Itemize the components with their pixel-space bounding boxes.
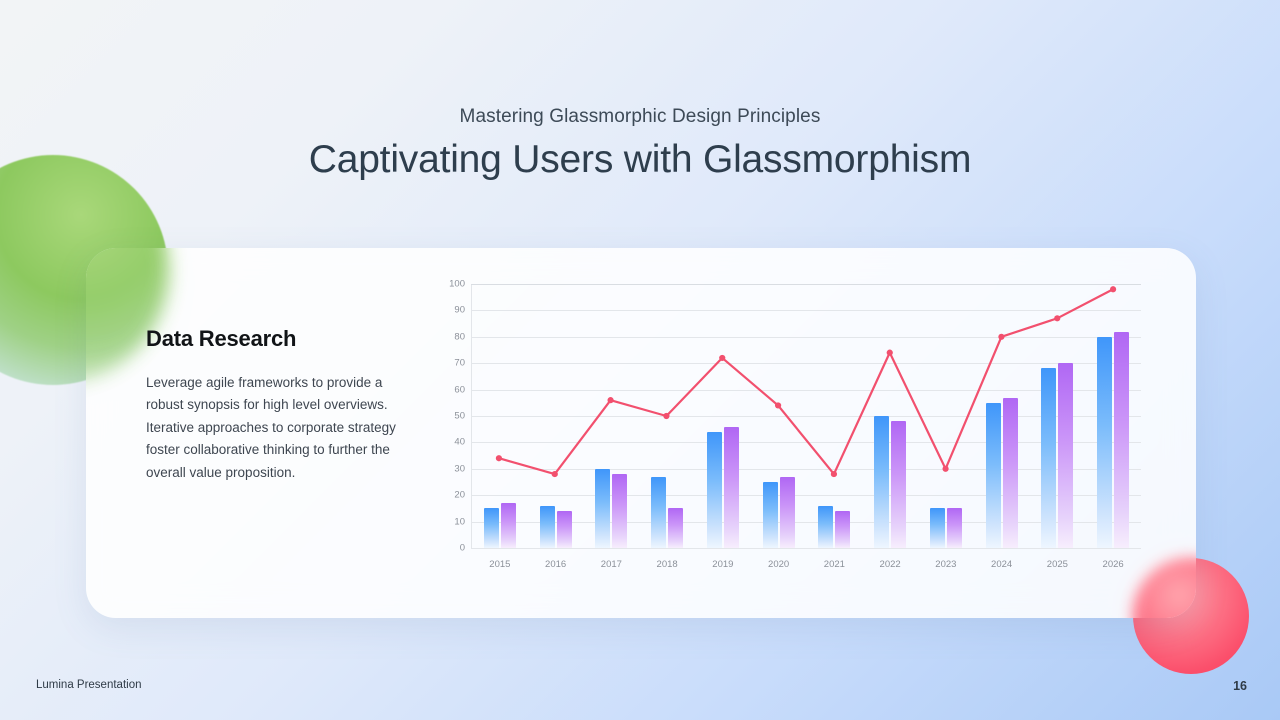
- bar: [779, 476, 795, 548]
- x-tick-label: 2018: [656, 559, 678, 570]
- y-tick-label: 60: [454, 384, 465, 396]
- bar: [723, 426, 739, 548]
- x-tick-label: 2019: [712, 559, 734, 570]
- bar: [595, 468, 611, 548]
- y-tick-label: 30: [454, 463, 465, 475]
- bar: [483, 508, 499, 548]
- footer-brand: Lumina Presentation: [36, 679, 142, 691]
- bar: [706, 431, 722, 548]
- x-tick-label: 2015: [489, 559, 511, 570]
- bar-group: [974, 284, 1030, 548]
- slide-kicker: Mastering Glassmorphic Design Principles: [459, 106, 821, 127]
- y-tick-label: 20: [454, 489, 465, 501]
- bar: [668, 508, 684, 548]
- bar: [946, 508, 962, 548]
- bar: [651, 476, 667, 548]
- combo-chart: 100 90 80 70 60 50 40 30 20 10 0 2015 2016 2017 2018 2…: [441, 279, 1141, 576]
- y-tick-label: 40: [454, 436, 465, 448]
- bar: [874, 416, 890, 548]
- bar-group: [1030, 284, 1086, 548]
- y-tick-label: 90: [454, 304, 465, 316]
- x-tick-label: 2017: [600, 559, 622, 570]
- x-axis-tick-labels: 2015 2016 2017 2018 2019 2020 2021 2022 2023 2024…: [472, 550, 1141, 576]
- bar-group: [528, 284, 584, 548]
- bar-group: [1085, 284, 1141, 548]
- bar: [985, 402, 1001, 548]
- gridline: [471, 389, 1141, 391]
- bar: [1097, 336, 1113, 548]
- y-tick-label: 10: [454, 516, 465, 528]
- bar: [556, 511, 572, 548]
- x-tick-label: 2021: [823, 559, 845, 570]
- x-tick-label: 2023: [935, 559, 957, 570]
- bar: [1114, 331, 1130, 548]
- bar: [1002, 397, 1018, 548]
- gridline: [471, 416, 1141, 417]
- bar: [1041, 368, 1057, 548]
- x-tick-label: 2022: [879, 559, 901, 570]
- bar-group: [639, 284, 695, 548]
- chart-plot-area: 100 90 80 70 60 50 40 30 20 10 0: [449, 279, 1141, 554]
- gridline: [471, 442, 1141, 444]
- bar: [612, 474, 628, 548]
- y-tick-label: 100: [449, 278, 465, 290]
- gridline: [471, 548, 1141, 549]
- gridline: [471, 468, 1141, 470]
- x-tick-label: 2020: [768, 559, 790, 570]
- gridline: [471, 363, 1141, 365]
- data-research-panel: Data Research Leverage agile frameworks …: [146, 326, 421, 484]
- y-tick-label: 70: [454, 357, 465, 369]
- x-tick-label: 2016: [545, 559, 567, 570]
- bar: [539, 505, 555, 548]
- bar-group: [584, 284, 640, 548]
- gridline: [471, 310, 1141, 312]
- bar-group: [695, 284, 751, 548]
- gridline: [471, 521, 1141, 523]
- bar: [818, 505, 834, 548]
- bar: [1058, 363, 1074, 548]
- bar-group: [918, 284, 974, 548]
- page-title: Captivating Users with Glassmorphism: [308, 138, 972, 181]
- gridline: [471, 336, 1141, 338]
- footer-page-number: 16: [1233, 679, 1247, 693]
- bar: [500, 503, 516, 548]
- gridline: [471, 284, 1141, 285]
- y-tick-label: 0: [459, 542, 465, 554]
- gridline: [471, 495, 1141, 497]
- x-tick-label: 2026: [1102, 559, 1124, 570]
- y-tick-label: 80: [454, 331, 465, 343]
- bar: [762, 482, 778, 548]
- x-tick-label: 2024: [991, 559, 1013, 570]
- panel-body-text: Leverage agile frameworks to provide a r…: [146, 375, 396, 480]
- panel-heading: Data Research: [146, 326, 297, 351]
- bar: [835, 511, 851, 548]
- chart-line-series: [495, 286, 1117, 478]
- bar-group: [751, 284, 807, 548]
- bar: [929, 508, 945, 548]
- card-pink-bleed-decoration: [1133, 558, 1196, 618]
- bar-group: [472, 284, 528, 548]
- chart-bar-groups: [472, 284, 1141, 548]
- y-tick-label: 50: [454, 410, 465, 422]
- bar: [891, 421, 907, 548]
- glass-content-card: Data Research Leverage agile frameworks …: [86, 248, 1196, 618]
- bar-group: [862, 284, 918, 548]
- bar-group: [807, 284, 863, 548]
- x-tick-label: 2025: [1046, 559, 1068, 570]
